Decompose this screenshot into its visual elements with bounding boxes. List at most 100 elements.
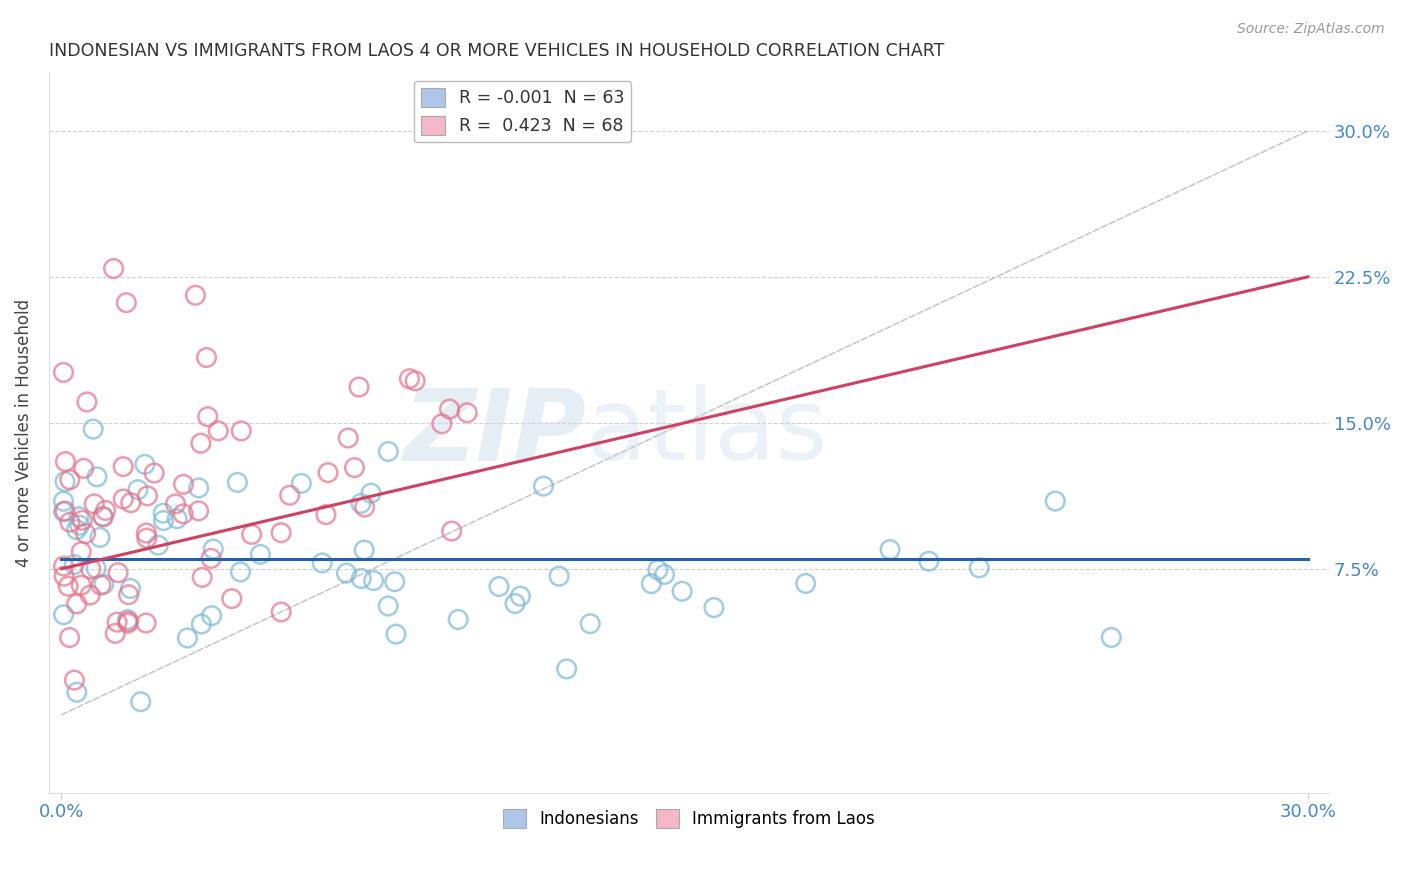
Point [509, 589, 531, 603]
Point [207, 424, 229, 438]
Point [430, 417, 453, 431]
Point [548, 569, 571, 583]
Point [63, 558, 86, 572]
Point [190, 617, 212, 632]
Point [165, 497, 187, 511]
Point [353, 543, 375, 558]
Point [201, 608, 224, 623]
Point [86, 470, 108, 484]
Point [135, 526, 157, 541]
Point [82, 422, 104, 436]
Legend: Indonesians, Immigrants from Laos: Indonesians, Immigrants from Laos [496, 803, 882, 835]
Point [202, 542, 225, 557]
Point [76, 395, 98, 409]
Text: Source: ZipAtlas.com: Source: ZipAtlas.com [1237, 22, 1385, 37]
Point [640, 576, 662, 591]
Point [66, 597, 89, 611]
Point [398, 372, 420, 386]
Point [384, 574, 406, 589]
Point [91, 509, 114, 524]
Point [270, 605, 292, 619]
Point [337, 431, 360, 445]
Point [52, 607, 75, 622]
Point [134, 458, 156, 472]
Point [59, 515, 82, 529]
Point [290, 476, 312, 491]
Point [70, 578, 93, 592]
Point [879, 542, 901, 557]
Point [440, 524, 463, 538]
Point [918, 554, 941, 568]
Point [80, 562, 103, 576]
Point [316, 466, 339, 480]
Point [311, 556, 333, 570]
Point [105, 615, 128, 630]
Point [112, 491, 135, 506]
Point [221, 591, 243, 606]
Point [231, 424, 253, 438]
Point [184, 288, 207, 302]
Point [226, 475, 249, 490]
Point [94, 503, 117, 517]
Point [703, 600, 725, 615]
Point [447, 613, 470, 627]
Point [120, 496, 142, 510]
Text: INDONESIAN VS IMMIGRANTS FROM LAOS 4 OR MORE VEHICLES IN HOUSEHOLD CORRELATION C: INDONESIAN VS IMMIGRANTS FROM LAOS 4 OR … [49, 42, 945, 60]
Point [84, 561, 107, 575]
Point [136, 489, 159, 503]
Point [555, 662, 578, 676]
Point [143, 466, 166, 480]
Point [117, 616, 139, 631]
Point [65, 523, 87, 537]
Point [52, 494, 75, 508]
Point [579, 616, 602, 631]
Point [53, 569, 76, 583]
Point [148, 538, 170, 552]
Point [350, 572, 373, 586]
Point [363, 574, 385, 588]
Point [794, 576, 817, 591]
Point [187, 481, 209, 495]
Point [73, 461, 96, 475]
Point [1045, 494, 1067, 508]
Point [166, 512, 188, 526]
Point [120, 582, 142, 596]
Point [360, 486, 382, 500]
Point [103, 261, 125, 276]
Point [56, 579, 79, 593]
Point [135, 615, 157, 630]
Point [59, 473, 82, 487]
Point [127, 483, 149, 497]
Point [439, 402, 461, 417]
Point [270, 525, 292, 540]
Point [347, 380, 370, 394]
Point [104, 626, 127, 640]
Point [55, 455, 77, 469]
Point [115, 295, 138, 310]
Point [377, 444, 399, 458]
Point [229, 565, 252, 579]
Point [70, 544, 93, 558]
Point [69, 518, 91, 533]
Text: atlas: atlas [586, 384, 828, 481]
Point [173, 477, 195, 491]
Point [353, 500, 375, 514]
Point [79, 588, 101, 602]
Point [52, 366, 75, 380]
Point [191, 570, 214, 584]
Point [53, 504, 76, 518]
Point [385, 627, 408, 641]
Point [52, 505, 75, 519]
Point [66, 685, 89, 699]
Point [187, 504, 209, 518]
Point [278, 488, 301, 502]
Point [240, 527, 263, 541]
Point [91, 510, 114, 524]
Point [190, 436, 212, 450]
Point [117, 612, 139, 626]
Point [129, 695, 152, 709]
Point [90, 578, 112, 592]
Point [200, 551, 222, 566]
Point [647, 563, 669, 577]
Point [197, 409, 219, 424]
